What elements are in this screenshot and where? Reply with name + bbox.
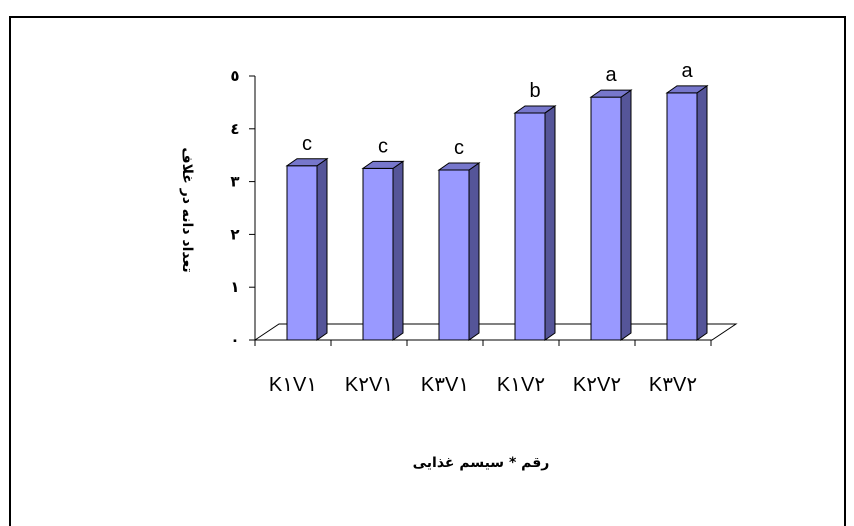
y-tick-label: ٥ [230, 67, 239, 85]
bar-letter-label: c [302, 133, 312, 155]
y-axis: ٠ ١ ٢ ٣ ٤ ٥ [230, 67, 256, 349]
bar-top-face [513, 105, 557, 114]
y-tick-label: ٤ [230, 120, 239, 138]
bar-side-face [316, 157, 328, 341]
bar-letter-label: c [454, 137, 464, 159]
y-axis-title: تعداد دانه در غلاف [179, 147, 195, 272]
bar [285, 157, 329, 341]
bar-side-face [620, 89, 632, 341]
bar [437, 162, 481, 341]
significance-letters: c c c b a a [302, 60, 693, 159]
bar [361, 160, 405, 341]
bar-letter-label: b [529, 80, 540, 102]
chart-frame [9, 16, 846, 526]
bar-front-face [590, 96, 622, 341]
bar [513, 104, 557, 341]
bar [665, 84, 709, 341]
bar-letter-label: a [605, 64, 617, 86]
bar-side-face [392, 160, 404, 341]
bar-top-face [285, 158, 329, 167]
bar-letter-label: c [378, 135, 388, 157]
bar-side-face [468, 162, 480, 341]
x-category-label: K٢V٢ [573, 374, 621, 396]
bar-front-face [514, 112, 546, 341]
bars-group [285, 84, 709, 341]
bar-side-face [544, 104, 556, 341]
bar-front-face [666, 92, 698, 341]
bar-top-face [665, 85, 709, 94]
bar-front-face [362, 167, 394, 341]
y-tick-label: ٢ [230, 225, 239, 243]
y-tick-label: ٠ [230, 331, 239, 349]
bar-front-face [438, 169, 470, 341]
x-category-label: K١V٢ [497, 374, 545, 396]
x-axis: K١V١ K٢V١ K٣V١ K١V٢ K٢V٢ K٣V٢ [254, 339, 712, 396]
x-category-label: K١V١ [269, 374, 317, 396]
y-tick-label: ٣ [230, 173, 239, 191]
bar-side-face [696, 84, 708, 341]
x-category-label: K٢V١ [345, 374, 393, 396]
x-category-label: K٣V٢ [649, 374, 697, 396]
bar-letter-label: a [681, 60, 693, 82]
bar-top-face [437, 162, 481, 171]
bar-top-face [589, 89, 633, 98]
x-category-label: K٣V١ [421, 374, 469, 396]
bar-front-face [286, 165, 318, 341]
bar [589, 89, 633, 341]
bar-chart: c c c b a a ٠ ١ ٢ ٣ ٤ ٥ K١V١ K٢V١ K٣V١ K١V٢ K٢V٢ K٣V٢ ت… [179, 60, 738, 471]
bar-top-face [361, 160, 405, 169]
y-tick-label: ١ [230, 278, 239, 296]
x-axis-title: رقم * سیسم غذایی [413, 455, 550, 471]
